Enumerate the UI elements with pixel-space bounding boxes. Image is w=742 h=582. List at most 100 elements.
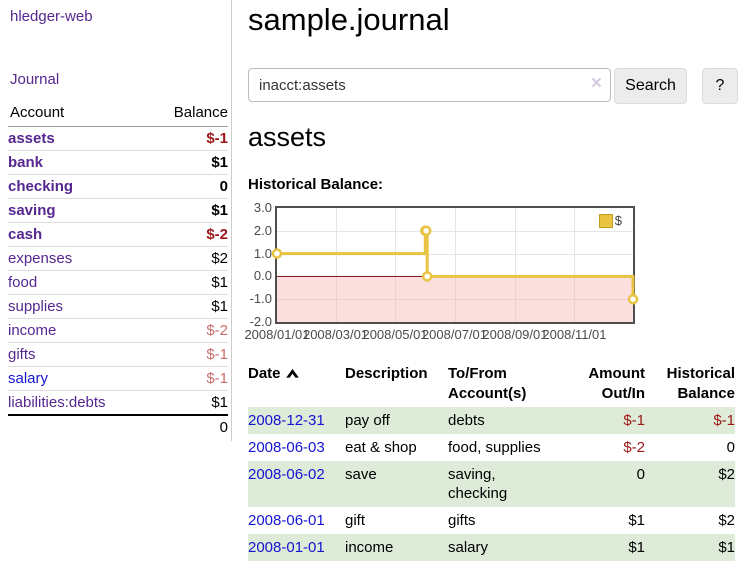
help-button[interactable]: ? — [702, 68, 738, 104]
x-axis-tick-label: 2008/03/01 — [302, 327, 369, 342]
transaction-description: income — [345, 534, 448, 561]
transaction-amount: $1 — [628, 512, 645, 529]
account-balance: $1 — [149, 198, 228, 223]
y-axis-tick-label: 1.0 — [253, 245, 272, 261]
account-balance: $1 — [149, 390, 228, 415]
transaction-date-link[interactable]: 2008-01-01 — [248, 539, 325, 556]
account-row: bank $1 — [8, 150, 228, 175]
data-point — [271, 248, 283, 259]
account-balance: $-2 — [149, 318, 228, 343]
transaction-accounts: debts — [448, 407, 560, 434]
y-axis-tick-label: 0.0 — [253, 268, 272, 284]
x-axis-tick-label: 2008/05/01 — [362, 327, 428, 342]
balance-line-series — [271, 225, 639, 305]
x-axis-tick-label: 2008/09/01 — [482, 327, 548, 342]
account-row: salary $-1 — [8, 366, 228, 391]
transaction-description: pay off — [345, 407, 448, 434]
chart-legend: $ — [598, 213, 622, 228]
sidebar: hledger-web Journal Account Balance asse… — [0, 0, 232, 441]
account-link[interactable]: bank — [8, 154, 44, 171]
accounts-total-value: 0 — [149, 414, 228, 439]
register-row: 2008-12-31 pay off debts $-1 $-1 — [248, 407, 735, 434]
app-title-link[interactable]: hledger-web — [10, 8, 93, 25]
register-row: 2008-06-01 gift gifts $1 $2 — [248, 507, 735, 534]
account-row: supplies $1 — [8, 294, 228, 319]
transaction-balance: $1 — [645, 534, 735, 561]
register-header-amount: Amount Out/In — [588, 365, 645, 402]
account-balance: $-1 — [206, 130, 228, 147]
transaction-amount: $-2 — [623, 439, 645, 456]
account-row: expenses $2 — [8, 246, 228, 271]
gridline — [277, 230, 633, 232]
account-row: food $1 — [8, 270, 228, 295]
account-link[interactable]: food — [8, 274, 38, 291]
page-title: sample.journal — [248, 2, 450, 37]
transaction-balance: $-1 — [645, 407, 735, 434]
transaction-date-link[interactable]: 2008-06-01 — [248, 512, 325, 529]
accounts-header-balance: Balance — [149, 100, 228, 127]
register-header-description: Description — [345, 365, 428, 382]
account-link[interactable]: saving — [8, 202, 56, 219]
y-axis-tick-label: 3.0 — [253, 200, 272, 215]
register-header-balance: Historical Balance — [666, 365, 735, 402]
account-link[interactable]: salary — [8, 370, 49, 387]
register-header-date[interactable]: Date — [248, 362, 345, 407]
account-row: liabilities:debts $1 — [8, 390, 228, 415]
transaction-description: save — [345, 461, 448, 507]
accounts-table: Account Balance assets $-1 bank $1 checking 0… — [8, 100, 228, 439]
account-balance: $1 — [149, 150, 228, 175]
data-point — [420, 225, 432, 237]
account-link[interactable]: liabilities:debts — [8, 394, 106, 411]
x-axis-tick-label: 2008/01/01 — [244, 327, 310, 342]
sort-ascending-icon — [285, 369, 299, 378]
account-row: gifts $-1 — [8, 342, 228, 367]
account-balance: 0 — [149, 174, 228, 199]
transaction-accounts: food, supplies — [448, 439, 541, 456]
transaction-amount: $1 — [560, 534, 645, 561]
transaction-description: eat & shop — [345, 439, 417, 456]
account-link[interactable]: income — [8, 322, 57, 339]
transaction-date-link[interactable]: 2008-06-03 — [248, 439, 325, 456]
data-point — [627, 293, 639, 305]
transaction-balance: $2 — [645, 461, 735, 507]
account-row: cash $-2 — [8, 222, 228, 247]
gridline — [395, 208, 397, 322]
accounts-header-account: Account — [8, 100, 150, 127]
data-point — [421, 271, 433, 282]
account-heading: assets — [248, 122, 327, 152]
transaction-balance: 0 — [726, 439, 735, 456]
search-button[interactable]: Search — [614, 68, 687, 104]
account-link[interactable]: expenses — [8, 250, 73, 267]
y-axis-tick-label: -1.0 — [249, 291, 272, 307]
negative-balance-region — [277, 276, 633, 322]
clear-search-icon[interactable]: × — [590, 73, 602, 94]
gridline — [335, 208, 337, 322]
search-bar: × Search ? — [248, 68, 738, 104]
sidebar-item-journal[interactable]: Journal — [10, 71, 60, 88]
account-link[interactable]: gifts — [8, 346, 36, 363]
register-header-row: Date Description To/From Account(s) Amou… — [248, 362, 735, 407]
register-row: 2008-06-02 save saving, checking 0 $2 — [248, 461, 735, 507]
register-row: 2008-01-01 income salary $1 $1 — [248, 534, 735, 561]
transaction-accounts: saving, checking — [448, 461, 560, 507]
transaction-accounts: gifts — [448, 512, 476, 529]
transaction-date-link[interactable]: 2008-06-02 — [248, 466, 325, 483]
account-link[interactable]: assets — [8, 130, 55, 147]
account-balance: $-1 — [149, 366, 228, 391]
search-input-wrap: × — [248, 68, 611, 102]
gridline — [574, 208, 576, 322]
search-input[interactable] — [248, 68, 611, 102]
account-link[interactable]: cash — [8, 226, 43, 243]
gridline — [454, 208, 456, 322]
transaction-description: gift — [345, 512, 366, 529]
account-balance: $-2 — [149, 222, 228, 247]
account-balance: $1 — [149, 270, 228, 295]
account-row: checking 0 — [8, 174, 228, 199]
account-link[interactable]: checking — [8, 178, 74, 195]
transaction-date-link[interactable]: 2008-12-31 — [248, 412, 325, 429]
account-link[interactable]: supplies — [8, 298, 64, 315]
transaction-amount: $-1 — [560, 407, 645, 434]
account-balance: $-1 — [149, 342, 228, 367]
transaction-accounts: salary — [448, 534, 560, 561]
gridline — [514, 208, 516, 322]
